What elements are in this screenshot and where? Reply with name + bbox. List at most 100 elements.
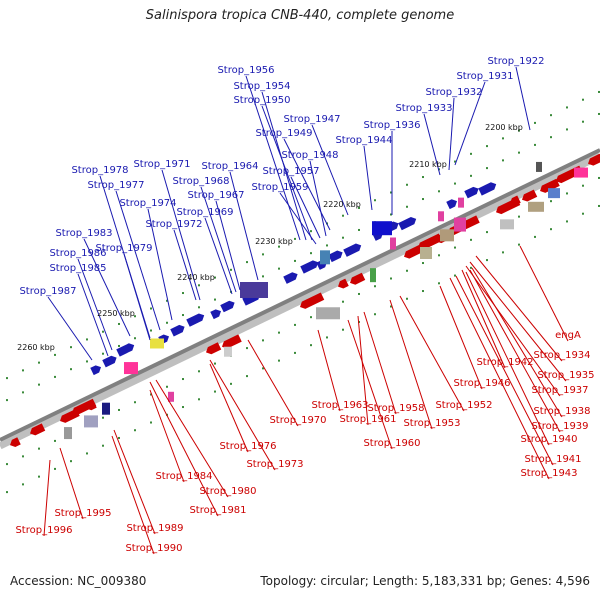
gc-dot [70, 368, 72, 371]
gc-dot [86, 452, 88, 455]
leader-line [399, 295, 465, 412]
gc-dot [246, 375, 248, 378]
feature-block-9 [500, 219, 514, 230]
leader-line [123, 253, 151, 341]
forward-gene-20 [478, 182, 497, 196]
leader-line [454, 81, 486, 166]
gc-dot [342, 236, 344, 239]
gc-dot [6, 399, 8, 402]
leader-line [200, 186, 237, 293]
reverse-gene-7-shape [300, 292, 325, 309]
gc-dot [118, 408, 120, 411]
gc-dot [390, 305, 392, 308]
gene-label: Strop_1947 [283, 114, 340, 125]
reverse-gene-9 [350, 272, 366, 285]
feature-block-18 [458, 197, 464, 208]
gene-label: Strop_1941 [524, 454, 581, 465]
forward-gene-13-shape [328, 250, 343, 263]
tick-label: 2250 kbp [97, 309, 135, 318]
gc-dot [150, 421, 152, 424]
gc-dot [134, 315, 136, 318]
gene-label: Strop_1935 [537, 370, 594, 381]
leader-line [471, 267, 563, 418]
forward-gene-0 [90, 365, 102, 376]
gc-dot [86, 338, 88, 341]
gc-dot [198, 398, 200, 401]
gene-label: Strop_1980 [199, 486, 256, 497]
leader-line [455, 275, 554, 466]
leader-line [290, 176, 321, 239]
gc-dot [390, 277, 392, 280]
forward-gene-19 [464, 186, 479, 199]
gene-label: Strop_1981 [189, 505, 246, 516]
forward-gene-4-shape [170, 324, 185, 337]
gene-label: Strop_1959 [251, 182, 308, 193]
forward-gene-6-shape [210, 309, 222, 320]
gene-label: Strop_1987 [19, 286, 76, 297]
gc-dot [566, 220, 568, 223]
gene-label: Strop_1979 [95, 243, 152, 254]
gc-dot [198, 284, 200, 287]
gc-dot [166, 321, 168, 324]
gc-dot [70, 460, 72, 463]
feature-block-0 [240, 282, 268, 298]
gene-label: Strop_1936 [363, 120, 420, 131]
gc-dot [294, 351, 296, 354]
leader-line [149, 381, 219, 517]
gene-label: Strop_1963 [311, 400, 368, 411]
gene-features [10, 153, 600, 448]
gene-label: Strop_1984 [155, 471, 212, 482]
gc-dot [342, 214, 344, 217]
reverse-gene-4 [86, 400, 97, 411]
gc-dot [182, 406, 184, 409]
gc-dot [534, 235, 536, 238]
gc-dot [518, 151, 520, 154]
gene-label: Strop_1946 [453, 378, 510, 389]
gc-dot [470, 152, 472, 155]
tick-label: 2220 kbp [323, 200, 361, 209]
leader-line [83, 238, 131, 337]
feature-block-5 [316, 307, 340, 320]
gene-label: Strop_1937 [531, 385, 588, 396]
gene-label: Strop_1934 [533, 350, 590, 361]
forward-gene-5 [186, 313, 205, 327]
gene-label: Strop_1986 [49, 248, 106, 259]
gene-label: Strop_1943 [520, 468, 577, 479]
gc-dot [246, 261, 248, 264]
leader-line [215, 200, 241, 291]
gc-dot [438, 254, 440, 257]
forward-gene-10-shape [283, 272, 298, 284]
gc-dot [454, 160, 456, 163]
leader-line [363, 311, 397, 415]
gene-label: Strop_1970 [269, 415, 326, 426]
forward-gene-10 [283, 272, 298, 284]
leader-line [47, 296, 93, 361]
gene-label: Strop_1932 [425, 87, 482, 98]
reverse-gene-8-shape [338, 278, 349, 289]
reverse-gene-6-shape [222, 334, 242, 349]
forward-gene-17 [398, 216, 417, 231]
feature-block-6 [420, 247, 432, 259]
backbone [0, 148, 600, 450]
gene-label: Strop_1995 [54, 508, 111, 519]
forward-gene-11 [300, 260, 319, 274]
forward-gene-2-shape [116, 343, 135, 357]
gc-dot [422, 176, 424, 179]
gc-dot [326, 336, 328, 339]
leader-line [439, 285, 483, 390]
gc-dot [246, 347, 248, 350]
gc-dot [278, 331, 280, 334]
gc-dot [294, 259, 296, 262]
gc-dot [198, 370, 200, 373]
forward-gene-6 [210, 309, 222, 320]
tick-label: 2200 kbp [485, 123, 523, 132]
gc-dot [422, 262, 424, 265]
gene-label: Strop_1974 [119, 198, 176, 209]
leader-line [469, 269, 561, 433]
leader-line [465, 271, 550, 446]
gc-dot [470, 238, 472, 241]
gene-label: Strop_1967 [187, 190, 244, 201]
backbone-shadow [0, 152, 600, 450]
leader-line [111, 435, 155, 555]
gene-label: Strop_1964 [201, 161, 258, 172]
